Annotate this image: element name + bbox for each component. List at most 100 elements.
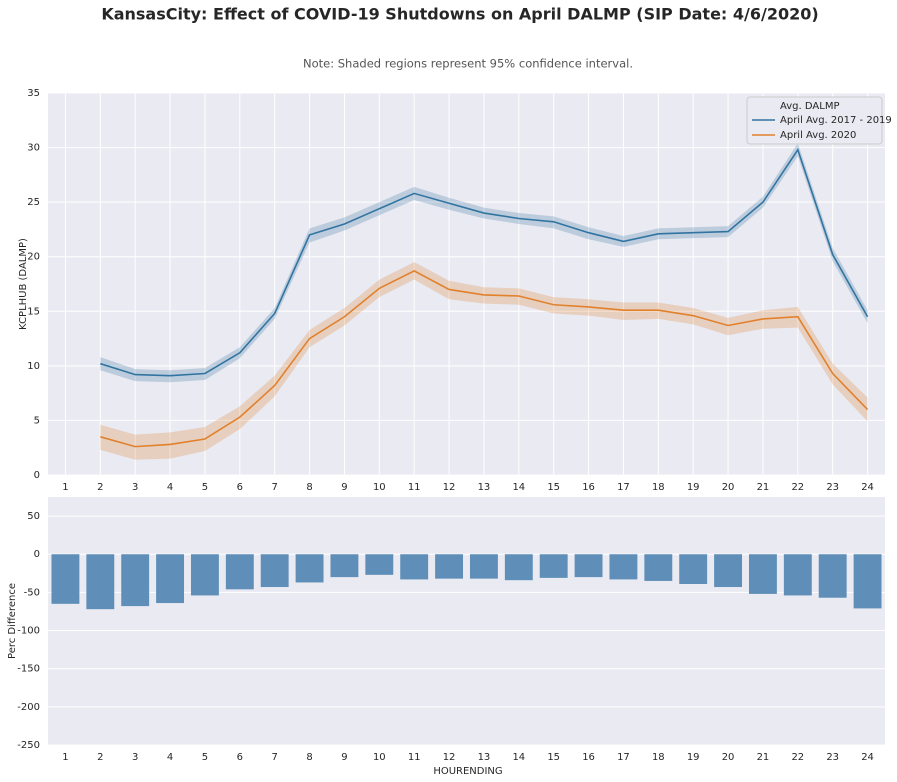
x-tick-label: 6: [237, 752, 243, 763]
plot-area: [48, 93, 885, 475]
bar: [818, 554, 847, 598]
plot-series: [100, 143, 869, 460]
x-tick-label: 24: [861, 482, 874, 493]
bar: [539, 554, 568, 578]
x-tick-label: 23: [826, 752, 839, 763]
x-tick-label: 12: [443, 752, 456, 763]
bar: [679, 554, 708, 584]
y-tick-label: 0: [34, 470, 40, 481]
x-tick-label: 9: [341, 482, 347, 493]
x-tick-label: 14: [512, 752, 525, 763]
bar: [51, 554, 80, 604]
chart-title: KansasCity: Effect of COVID-19 Shutdowns…: [101, 5, 818, 24]
x-tick-label: 8: [306, 482, 312, 493]
x-tick-label: 19: [687, 752, 700, 763]
bar: [190, 554, 219, 596]
x-tick-label: 10: [373, 752, 386, 763]
bar: [504, 554, 533, 581]
bar: [330, 554, 359, 578]
legend-title: Avg. DALMP: [780, 101, 839, 112]
x-tick-label: 12: [443, 482, 456, 493]
x-tick-label: 19: [687, 482, 700, 493]
y-tick-label: -200: [17, 702, 40, 713]
x-tick-label: 15: [547, 752, 560, 763]
x-tick-label: 23: [826, 482, 839, 493]
x-tick-label: 3: [132, 482, 138, 493]
y-tick-label: -50: [24, 587, 40, 598]
y-tick-label: -100: [17, 626, 40, 637]
x-tick-label: 15: [547, 482, 560, 493]
bar: [435, 554, 464, 579]
x-tick-label: 8: [306, 752, 312, 763]
x-tick-label: 7: [272, 752, 278, 763]
x-tick-label: 21: [757, 752, 770, 763]
y-tick-label: 5: [34, 415, 40, 426]
x-tick-label: 11: [408, 752, 421, 763]
x-tick-label: 4: [167, 482, 173, 493]
legend-label: April Avg. 2017 - 2019: [780, 115, 892, 126]
bar: [121, 554, 150, 607]
bar: [783, 554, 812, 596]
plot-area: [48, 497, 885, 745]
y-tick-label: 0: [34, 549, 40, 560]
x-tick-label: 1: [62, 752, 68, 763]
x-tick-label: 16: [582, 752, 595, 763]
x-tick-label: 9: [341, 752, 347, 763]
bar: [365, 554, 394, 575]
x-tick-label: 1: [62, 482, 68, 493]
bar: [260, 554, 289, 588]
x-tick-label: 13: [478, 482, 491, 493]
x-tick-label: 17: [617, 482, 630, 493]
bar: [295, 554, 324, 583]
legend-box: [746, 96, 883, 145]
y-axis-label: Perc Difference: [7, 583, 18, 659]
x-tick-label: 4: [167, 752, 173, 763]
x-tick-label: 5: [202, 482, 208, 493]
y-tick-label: 25: [27, 197, 40, 208]
x-tick-label: 3: [132, 752, 138, 763]
series-line: [100, 270, 869, 448]
y-tick-label: 15: [27, 306, 40, 317]
y-tick-label: -150: [17, 664, 40, 675]
x-axis-label: HOURENDING: [433, 766, 502, 777]
x-tick-label: 20: [722, 482, 735, 493]
x-tick-label: 18: [652, 482, 665, 493]
legend-label: April Avg. 2020: [780, 130, 856, 141]
bar: [156, 554, 185, 604]
x-tick-label: 18: [652, 752, 665, 763]
bar: [714, 554, 743, 588]
bar: [853, 554, 882, 609]
bar: [748, 554, 777, 594]
x-tick-label: 21: [757, 482, 770, 493]
x-tick-label: 10: [373, 482, 386, 493]
confidence-band: [100, 262, 868, 460]
x-tick-label: 22: [791, 752, 804, 763]
x-tick-label: 16: [582, 482, 595, 493]
series-line: [100, 147, 869, 377]
x-tick-label: 2: [97, 482, 103, 493]
x-tick-label: 20: [722, 752, 735, 763]
bar: [644, 554, 673, 581]
y-tick-label: -250: [17, 740, 40, 751]
y-tick-label: 10: [27, 361, 40, 372]
bar: [400, 554, 429, 580]
x-tick-label: 2: [97, 752, 103, 763]
x-tick-label: 13: [478, 752, 491, 763]
y-axis-label: KCPLHUB (DALMP): [18, 238, 29, 330]
bar: [469, 554, 498, 579]
chart-subtitle: Note: Shaded regions represent 95% confi…: [303, 57, 633, 71]
x-tick-label: 17: [617, 752, 630, 763]
bar: [86, 554, 115, 610]
x-tick-label: 7: [272, 482, 278, 493]
y-tick-label: 30: [27, 143, 40, 154]
x-tick-label: 5: [202, 752, 208, 763]
bar: [225, 554, 254, 590]
y-tick-label: 35: [27, 88, 40, 99]
x-tick-label: 14: [512, 482, 525, 493]
bar: [609, 554, 638, 580]
bar: [574, 554, 603, 578]
x-tick-label: 24: [861, 752, 874, 763]
x-tick-label: 22: [791, 482, 804, 493]
y-tick-label: 20: [27, 252, 40, 263]
